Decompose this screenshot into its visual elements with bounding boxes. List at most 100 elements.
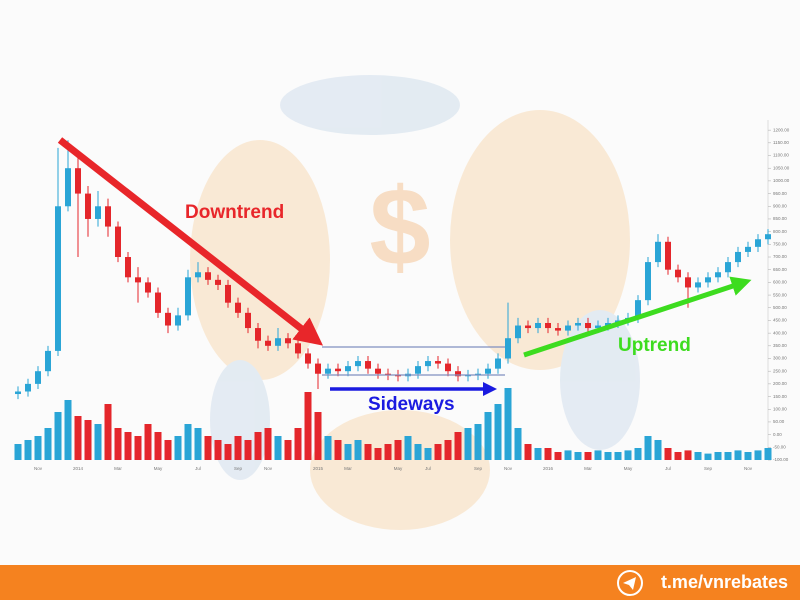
candle-body [575,322,581,326]
candle-body [435,361,441,364]
y-tick-label: 150.00 [773,394,787,399]
y-tick-label: 800.00 [773,229,787,234]
footer-link[interactable]: t.me/vnrebates [660,572,788,592]
candle-body [355,361,361,367]
y-tick-label: 1150.00 [773,140,789,145]
candle-body [445,363,451,372]
volume-bar [144,424,152,460]
volume-bar [204,436,212,460]
candle-body [15,391,21,395]
x-tick-label: Nov [34,466,43,471]
candle-body [765,234,771,240]
volume-bar [64,400,72,460]
volume-bar [404,436,412,460]
y-tick-label: 0.00 [773,432,782,437]
candle-body [335,368,341,372]
candle-body [145,282,151,293]
candle-body [515,325,521,339]
volume-bar [384,444,392,460]
volume-bar [54,412,62,460]
candle-body [205,272,211,280]
x-tick-label: May [624,466,633,471]
volume-bar [224,444,232,460]
candle-body [55,206,61,351]
volume-bar [114,428,122,460]
candle-body [25,383,31,392]
candle-body [85,193,91,219]
volume-bar [314,412,322,460]
candle-body [325,368,331,374]
volume-bar [504,388,512,460]
volume-bar [374,448,382,460]
volume-bar [184,424,192,460]
volume-bar [254,432,262,460]
candle-body [275,338,281,346]
downtrend-arrow [57,137,324,346]
y-tick-label: 650.00 [773,267,787,272]
candle-body [165,312,171,326]
candle-body [415,366,421,374]
volume-bar [644,436,652,460]
volume-bar [574,452,582,460]
candle-body [175,315,181,326]
volume-bar [764,448,772,460]
volume-bar [244,440,252,460]
volume-bar [514,428,522,460]
candle-body [365,361,371,369]
y-tick-label: 200.00 [773,381,787,386]
candle-body [65,168,71,207]
x-tick-label: Mar [344,466,352,471]
candle-body [215,279,221,285]
x-tick-label: Jul [665,466,671,471]
candle-body [595,325,601,329]
volume-bar [494,404,502,460]
volume-bar [594,450,602,460]
candle-body [265,340,271,346]
candle-body [425,361,431,367]
volume-bar [354,440,362,460]
x-tick-label: Mar [114,466,122,471]
volume-bar [664,448,672,460]
volume-bar [564,450,572,460]
y-tick-label: 750.00 [773,242,787,247]
candle-body [135,277,141,283]
volume-bar [464,428,472,460]
volume-bar [154,432,162,460]
candle-body [45,350,51,372]
candle-body [315,363,321,374]
candle-body [675,269,681,278]
x-tick-label: 2016 [543,466,554,471]
volume-bar [424,448,432,460]
candle-body [745,246,751,252]
candle-body [705,277,711,283]
y-tick-label: 850.00 [773,216,787,221]
y-tick-label: 50.00 [773,419,785,424]
x-tick-label: Sep [234,466,243,471]
candle-body [245,312,251,329]
candle-body [555,328,561,331]
volume-bar [84,420,92,460]
volume-bar [24,440,32,460]
volume-bar [214,440,222,460]
chart: $ -100.00 -50.00 0.00 50.00 100.00 150.00 200.… [14,75,790,530]
volume-bar [544,448,552,460]
volume-bar [14,444,22,460]
x-tick-label: Nov [744,466,753,471]
y-tick-label: 950.00 [773,191,787,196]
candle-body [305,353,311,364]
y-tick-label: 300.00 [773,356,787,361]
candle-body [395,375,401,377]
volume-bar [74,416,82,460]
y-tick-label: 1200.00 [773,127,790,132]
volume-bar [704,453,712,460]
candle-body [235,302,241,313]
candle-body [455,371,461,377]
volume-bar [294,428,302,460]
candle-body [725,262,731,273]
candle-body [645,262,651,301]
volume-bar [654,440,662,460]
volume-bar [584,452,592,460]
volume-bar [174,436,182,460]
candle-body [125,257,131,278]
